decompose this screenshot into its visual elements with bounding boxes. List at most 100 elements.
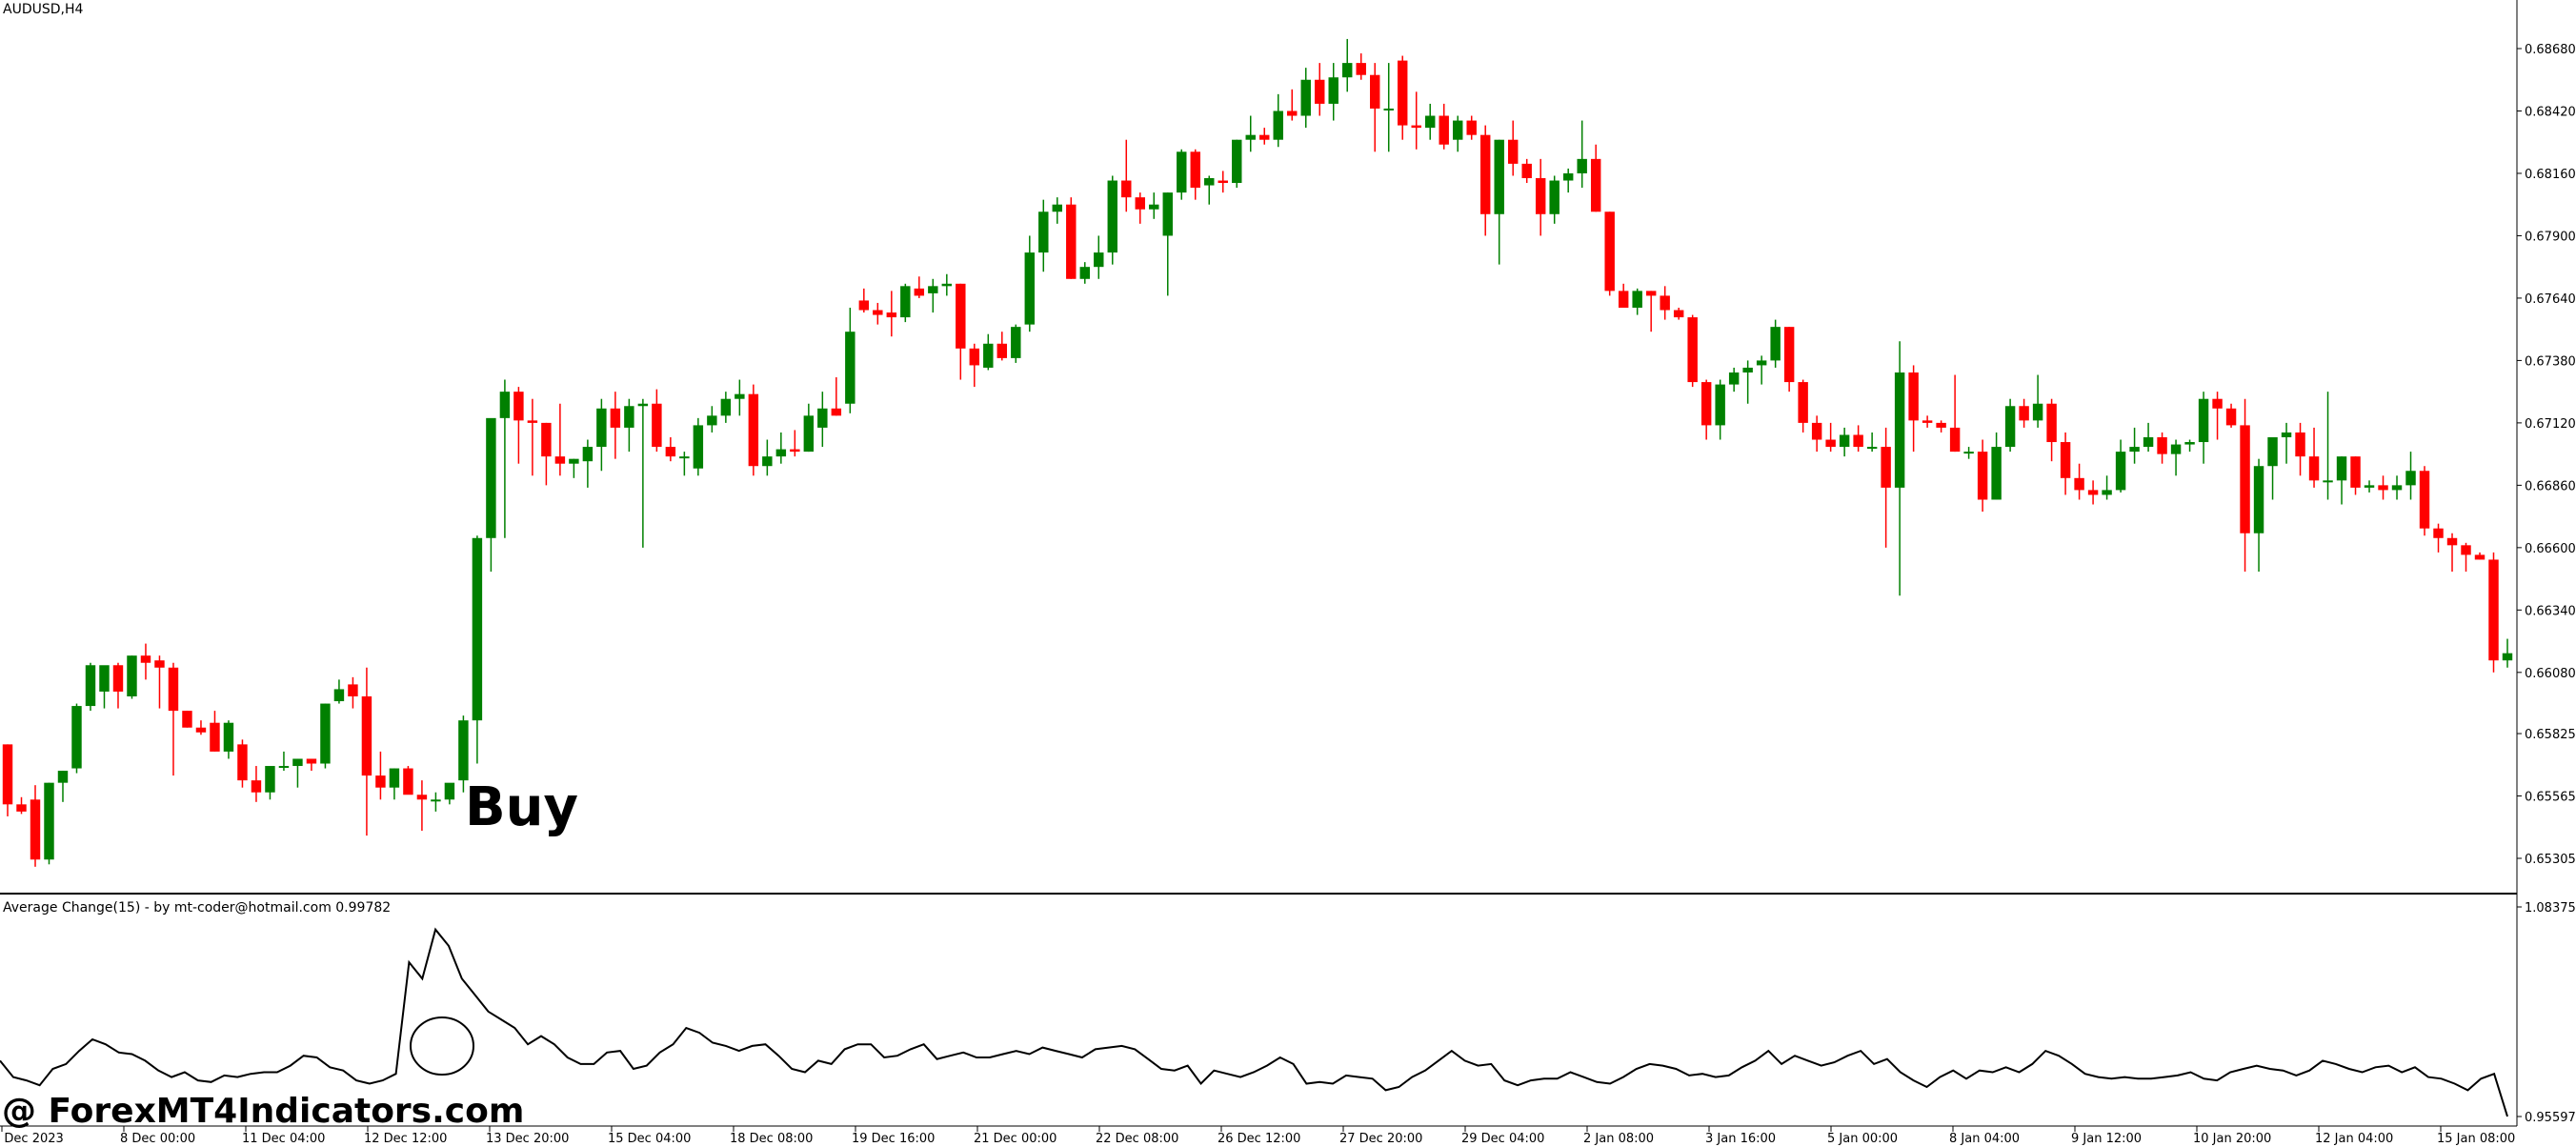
- candle: [1811, 415, 1822, 453]
- candle: [735, 379, 745, 416]
- candle-body: [1853, 434, 1863, 448]
- candle: [513, 387, 524, 464]
- candle-body: [2433, 528, 2444, 538]
- candle: [2391, 475, 2403, 500]
- candle: [928, 278, 938, 313]
- candle: [2433, 523, 2444, 553]
- candle-body: [1466, 120, 1477, 135]
- candle-body: [1245, 134, 1256, 140]
- candle: [873, 302, 883, 325]
- candle: [1287, 89, 1298, 121]
- candle: [1604, 211, 1615, 296]
- candle-body: [416, 795, 428, 800]
- candle: [1839, 427, 1850, 457]
- candle-body: [1645, 291, 1657, 296]
- candle-body: [596, 408, 607, 448]
- candle: [375, 751, 386, 800]
- indicator-axis: 1.08375 0.95597: [2517, 901, 2576, 1125]
- watermark: @ ForexMT4Indicators.com: [2, 1092, 524, 1131]
- candle: [610, 392, 621, 459]
- candle-body: [1424, 115, 1436, 129]
- candle-body: [956, 283, 966, 349]
- candle-body: [1825, 439, 1836, 448]
- candle: [71, 703, 82, 774]
- candle: [914, 276, 925, 298]
- candle: [1342, 38, 1353, 92]
- candle-body: [2350, 456, 2361, 488]
- candle: [431, 792, 441, 812]
- candle-body: [554, 456, 566, 464]
- candle-body: [182, 711, 192, 728]
- time-tick-label: 15 Dec 04:00: [608, 1132, 691, 1146]
- candle: [1149, 192, 1159, 219]
- candle: [486, 417, 496, 573]
- candle-body: [1356, 63, 1366, 75]
- time-tick-label: 18 Dec 08:00: [730, 1132, 813, 1146]
- candle: [2461, 542, 2471, 573]
- price-tick-label: 0.66340: [2525, 604, 2576, 618]
- candle-body: [1715, 384, 1725, 426]
- candle: [57, 771, 69, 802]
- candle-body: [1383, 108, 1394, 111]
- candle-body: [1121, 180, 1132, 198]
- candle: [348, 676, 358, 709]
- indicator-title: Average Change(15) - by mt-coder@hotmail…: [3, 900, 391, 916]
- candle-body: [99, 665, 110, 692]
- candle-body: [1701, 382, 1712, 426]
- price-tick-label: 0.67640: [2525, 292, 2576, 307]
- candle: [1687, 314, 1698, 388]
- candle: [2419, 466, 2430, 536]
- candle: [554, 403, 566, 476]
- candle: [569, 458, 579, 478]
- candle-body: [1742, 367, 1753, 372]
- candle: [278, 751, 290, 772]
- candle-body: [2405, 471, 2416, 486]
- candle: [2184, 439, 2195, 453]
- candle-body: [57, 771, 69, 783]
- candle: [1562, 168, 1574, 193]
- candle-body: [1094, 252, 1104, 268]
- candle-body: [2004, 406, 2016, 448]
- candle: [2060, 432, 2071, 495]
- candle-body: [472, 537, 483, 721]
- candle: [2198, 392, 2209, 464]
- candle: [1949, 374, 1961, 453]
- candle: [2019, 398, 2029, 428]
- candle: [679, 452, 690, 476]
- price-tick-label: 0.68420: [2525, 105, 2576, 119]
- candle-body: [278, 766, 290, 769]
- candle: [30, 785, 41, 867]
- candle: [2032, 374, 2043, 428]
- candle-body: [2225, 408, 2237, 426]
- candle-body: [1660, 295, 1670, 311]
- candle: [1977, 439, 1988, 513]
- candle: [817, 392, 828, 448]
- candle: [1052, 197, 1063, 224]
- candle: [1177, 149, 1187, 200]
- candle-body: [1411, 125, 1421, 129]
- candle-body: [610, 408, 621, 428]
- candle: [416, 780, 428, 832]
- candle-body: [637, 403, 649, 407]
- candle: [2115, 439, 2126, 493]
- candle-body: [1936, 422, 1946, 428]
- candle: [306, 758, 317, 772]
- buy-annotation: Buy: [465, 776, 578, 838]
- candle: [900, 283, 911, 323]
- candle-body: [431, 799, 441, 802]
- candle: [803, 403, 815, 453]
- candle: [1577, 120, 1587, 189]
- candle-body: [1439, 115, 1449, 145]
- candle-body: [2336, 456, 2347, 481]
- candle-body: [624, 406, 634, 428]
- candle: [1315, 63, 1325, 116]
- candle: [1881, 427, 1891, 548]
- candle-body: [665, 447, 676, 457]
- candle-body: [790, 449, 800, 453]
- candle-body: [1024, 252, 1036, 325]
- candle: [1024, 235, 1036, 332]
- candle: [1107, 175, 1117, 265]
- candle: [403, 766, 413, 795]
- candle-body: [1783, 327, 1795, 383]
- candle-body: [348, 684, 358, 696]
